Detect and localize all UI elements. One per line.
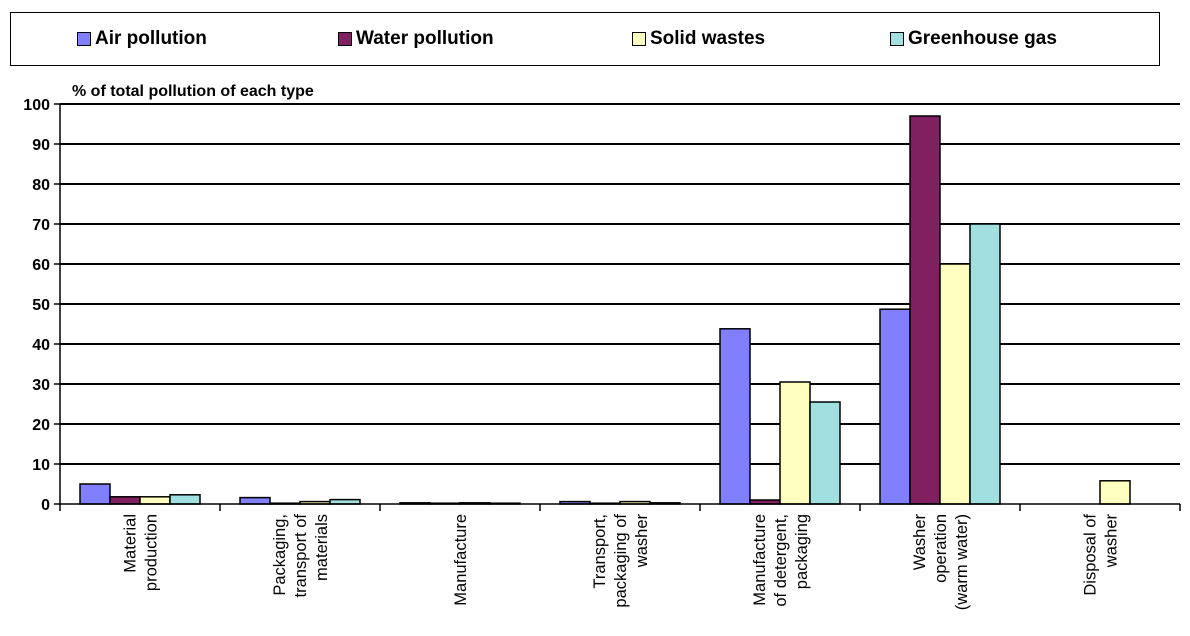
- category-label: Disposal of: [1082, 514, 1100, 596]
- category-label: packaging: [793, 514, 811, 589]
- category-label: Material: [122, 514, 140, 573]
- legend-swatch-water-pollution: [338, 32, 352, 46]
- axis-labels: 0 10 20 30 40 50 60 70 80 90 100 Material production…: [23, 97, 1120, 610]
- category-label: materials: [313, 514, 331, 581]
- legend-label-solid-wastes: Solid wastes: [650, 28, 766, 49]
- bar: [1099, 480, 1131, 505]
- bar: [879, 308, 911, 505]
- category-label: transport of: [292, 514, 310, 598]
- category-label: washer: [633, 514, 651, 569]
- y-axis-title: % of total pollution of each type: [72, 83, 314, 100]
- legend-item-solid-wastes: Solid wastes: [632, 28, 765, 50]
- gridlines: [60, 103, 1180, 465]
- legend-swatch-greenhouse-gas: [890, 32, 904, 46]
- category-label: production: [143, 514, 161, 591]
- bar: [909, 115, 941, 505]
- legend-item-air-pollution: Air pollution: [77, 28, 207, 50]
- category-label: Transport,: [591, 514, 609, 589]
- y-tick-label: 40: [32, 337, 50, 354]
- y-tick-label: 80: [32, 177, 50, 194]
- category-label: washer: [1103, 514, 1121, 569]
- y-tick-label: 20: [32, 417, 50, 434]
- bar: [969, 223, 1001, 505]
- legend-label-water-pollution: Water pollution: [356, 28, 494, 49]
- bar: [139, 496, 171, 505]
- legend-swatch-air-pollution: [77, 32, 91, 46]
- bar: [109, 496, 141, 505]
- legend-swatch-solid-wastes: [632, 32, 646, 46]
- y-tick-label: 60: [32, 257, 50, 274]
- y-tick-label: 10: [32, 457, 50, 474]
- y-tick-label: 30: [32, 377, 50, 394]
- category-label: of detergent,: [772, 514, 790, 607]
- axes: [54, 103, 1181, 511]
- bar: [239, 496, 271, 505]
- legend-item-greenhouse-gas: Greenhouse gas: [890, 28, 1057, 50]
- bar: [169, 494, 201, 505]
- category-label: Manufacture: [751, 514, 769, 606]
- category-label: Washer: [911, 514, 929, 571]
- category-label: Packaging,: [271, 514, 289, 596]
- category-label: operation: [932, 514, 950, 583]
- category-label: packaging of: [612, 514, 630, 608]
- bars: [79, 115, 1131, 505]
- bar: [779, 381, 811, 505]
- bar: [719, 328, 751, 505]
- y-tick-label: 50: [32, 297, 50, 314]
- y-tick-label: 100: [23, 97, 50, 114]
- y-tick-label: 90: [32, 137, 50, 154]
- bar: [809, 401, 841, 505]
- y-tick-label: 0: [41, 497, 50, 514]
- bar: [79, 483, 111, 505]
- legend-item-water-pollution: Water pollution: [338, 28, 494, 50]
- category-label: Manufacture: [452, 514, 470, 606]
- y-tick-label: 70: [32, 217, 50, 234]
- category-label: (warm water): [953, 514, 971, 610]
- chart-legend: Air pollution Water pollution Solid wast…: [10, 12, 1160, 66]
- bar: [939, 263, 971, 505]
- legend-label-air-pollution: Air pollution: [95, 28, 207, 49]
- legend-label-greenhouse-gas: Greenhouse gas: [908, 28, 1057, 49]
